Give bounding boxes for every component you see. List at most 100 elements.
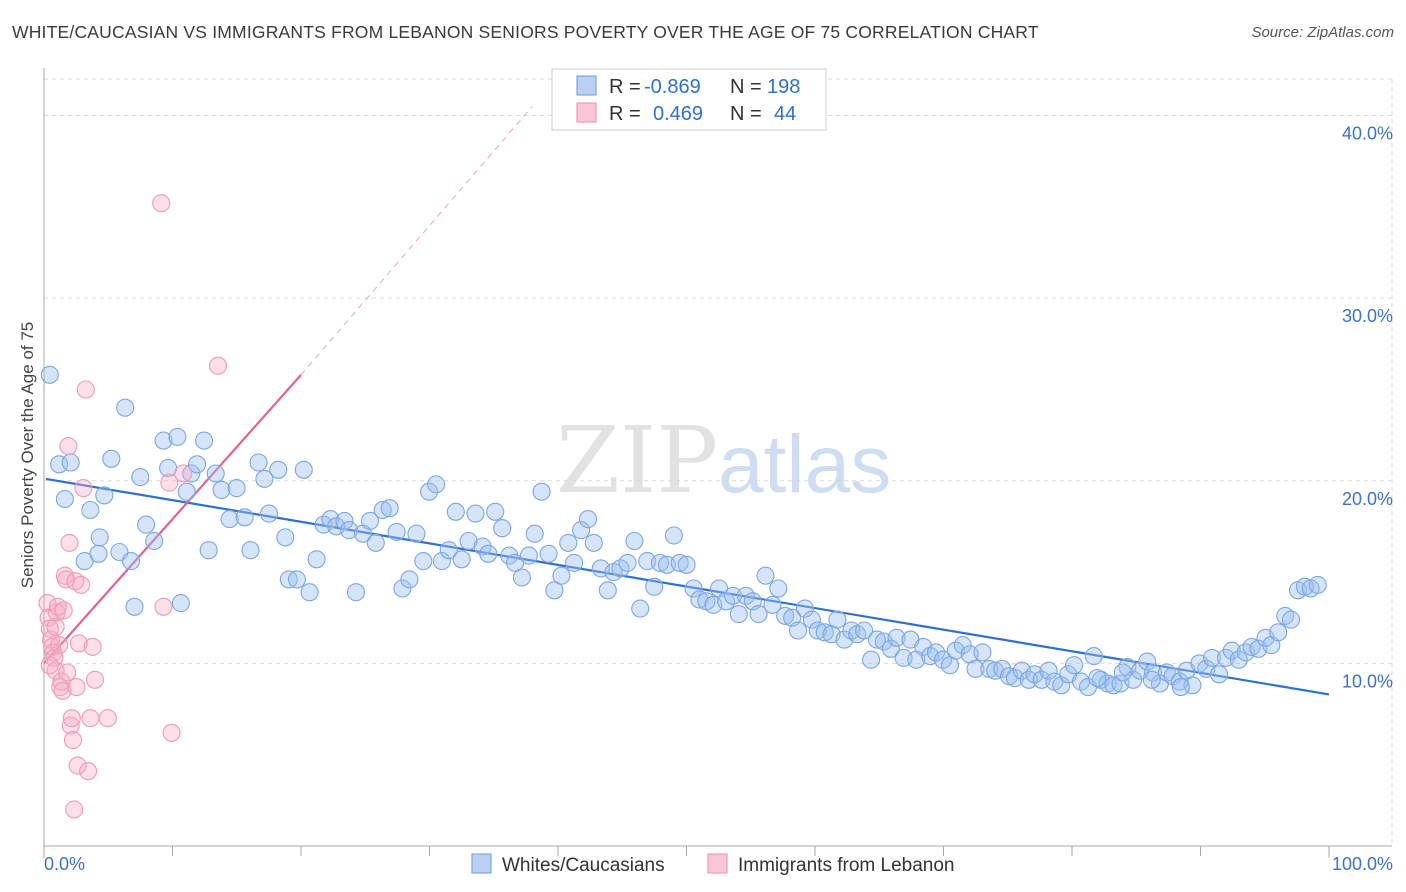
lebanon-point-43 bbox=[40, 656, 59, 675]
whites-point-60 bbox=[432, 552, 451, 571]
whites-point-117 bbox=[808, 621, 827, 640]
whites-point-4 bbox=[75, 552, 94, 571]
whites-point-69 bbox=[493, 519, 512, 538]
whites-point-20 bbox=[171, 594, 190, 613]
bottom-legend-swatch-lebanon bbox=[707, 853, 728, 874]
whites-point-124 bbox=[855, 621, 874, 640]
lebanon-point-41 bbox=[208, 356, 228, 375]
whites-point-83 bbox=[584, 533, 603, 552]
whites-point-26 bbox=[206, 464, 225, 483]
lebanon-point-30 bbox=[76, 380, 95, 399]
legend-r-label-whites: R = bbox=[609, 76, 641, 98]
whites-point-80 bbox=[565, 553, 584, 572]
whites-point-68 bbox=[486, 502, 505, 521]
whites-point-108 bbox=[749, 605, 768, 624]
whites-point-97 bbox=[677, 555, 696, 574]
whites-point-125 bbox=[862, 650, 881, 669]
watermark-atlas: atlas bbox=[718, 419, 891, 510]
whites-point-57 bbox=[414, 552, 433, 571]
whites-point-30 bbox=[235, 508, 254, 527]
whites-point-9 bbox=[102, 449, 121, 468]
legend-n-value-whites: 198 bbox=[767, 76, 800, 98]
whites-point-12 bbox=[121, 552, 141, 571]
whites-point-59 bbox=[427, 475, 446, 494]
whites-point-194 bbox=[1171, 678, 1190, 697]
whites-point-39 bbox=[294, 460, 313, 479]
whites-point-33 bbox=[255, 469, 274, 488]
whites-point-129 bbox=[887, 628, 906, 647]
lebanon-point-14 bbox=[54, 601, 73, 620]
lebanon-point-32 bbox=[81, 709, 100, 728]
legend-n-label-whites: N = bbox=[730, 76, 762, 98]
whites-point-197 bbox=[1088, 668, 1107, 688]
data-points bbox=[38, 194, 1327, 819]
whites-point-89 bbox=[625, 531, 644, 551]
whites-point-19 bbox=[168, 427, 187, 446]
lebanon-trend-extension bbox=[300, 106, 533, 376]
y-tick-label-40: 40.0% bbox=[1342, 124, 1393, 144]
whites-point-47 bbox=[346, 583, 366, 602]
whites-point-139 bbox=[953, 636, 972, 655]
lebanon-point-20 bbox=[61, 716, 80, 735]
lebanon-point-42 bbox=[46, 617, 65, 636]
lebanon-point-31 bbox=[79, 762, 98, 781]
axes bbox=[43, 68, 1392, 858]
whites-point-14 bbox=[131, 468, 150, 487]
whites-point-16 bbox=[145, 531, 164, 551]
bottom-legend-swatch-whites bbox=[471, 853, 492, 874]
whites-point-61 bbox=[439, 541, 458, 560]
whites-point-34 bbox=[259, 504, 279, 523]
whites-point-154 bbox=[1052, 676, 1071, 695]
whites-point-64 bbox=[459, 531, 478, 551]
chart-source: Source: ZipAtlas.com bbox=[1251, 24, 1394, 41]
lebanon-point-0 bbox=[38, 594, 57, 613]
whites-point-162 bbox=[1104, 676, 1123, 695]
whites-point-159 bbox=[1084, 647, 1103, 666]
whites-point-67 bbox=[479, 544, 498, 563]
whites-point-147 bbox=[1005, 668, 1024, 688]
whites-point-85 bbox=[598, 581, 617, 600]
whites-point-177 bbox=[1203, 648, 1222, 667]
whites-point-82 bbox=[578, 510, 598, 529]
whites-point-118 bbox=[815, 623, 834, 642]
whites-point-187 bbox=[1269, 623, 1288, 642]
whites-point-8 bbox=[95, 486, 114, 505]
whites-point-43 bbox=[321, 510, 340, 529]
whites-point-0 bbox=[40, 365, 59, 384]
legend-r-value-lebanon: 0.469 bbox=[653, 103, 703, 125]
trend-lines bbox=[43, 106, 1330, 696]
whites-point-71 bbox=[505, 553, 525, 572]
lebanon-point-29 bbox=[74, 479, 93, 498]
whites-point-7 bbox=[90, 528, 109, 547]
y-tick-label-10: 10.0% bbox=[1342, 671, 1393, 691]
x-tick-label-min: 0.0% bbox=[44, 854, 85, 874]
lebanon-point-39 bbox=[162, 723, 181, 742]
lebanon-point-28 bbox=[72, 575, 91, 594]
whites-point-2 bbox=[55, 489, 74, 509]
whites-trend-line bbox=[45, 477, 1330, 696]
whites-point-90 bbox=[631, 599, 650, 618]
whites-point-81 bbox=[572, 521, 591, 540]
whites-point-27 bbox=[212, 480, 231, 499]
whites-point-156 bbox=[1065, 656, 1084, 675]
whites-point-165 bbox=[1124, 670, 1143, 689]
whites-point-126 bbox=[867, 630, 886, 649]
whites-point-105 bbox=[729, 605, 748, 624]
whites-point-28 bbox=[220, 510, 239, 529]
whites-point-31 bbox=[241, 541, 260, 560]
whites-point-24 bbox=[195, 431, 214, 450]
whites-point-181 bbox=[1229, 650, 1248, 669]
whites-point-1 bbox=[50, 455, 69, 474]
whites-point-74 bbox=[525, 524, 544, 543]
whites-point-98 bbox=[684, 579, 703, 598]
lebanon-point-33 bbox=[83, 637, 102, 656]
lebanon-point-26 bbox=[68, 756, 87, 775]
whites-point-54 bbox=[393, 579, 412, 598]
whites-point-120 bbox=[828, 610, 847, 629]
whites-point-183 bbox=[1242, 637, 1261, 656]
whites-point-36 bbox=[276, 528, 295, 547]
lebanon-point-21 bbox=[62, 709, 81, 728]
whites-point-53 bbox=[387, 522, 406, 541]
whites-point-189 bbox=[1281, 610, 1301, 629]
